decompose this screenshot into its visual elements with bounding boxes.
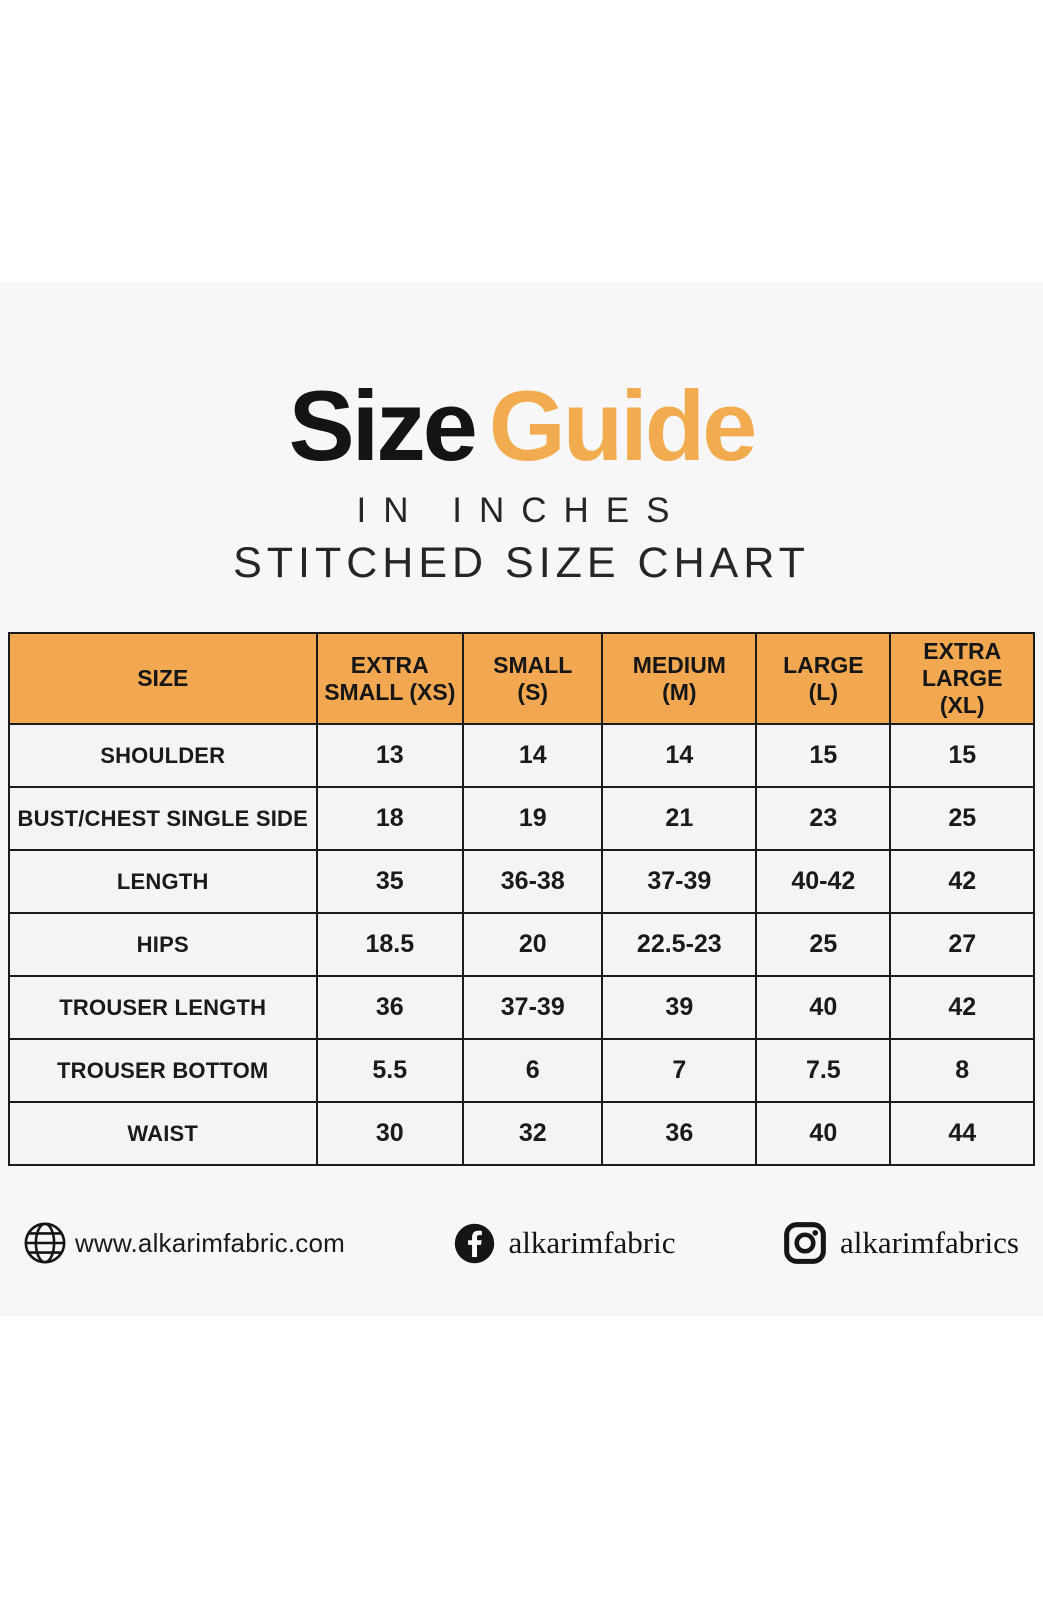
instagram-icon bbox=[783, 1221, 827, 1265]
table-row-bust-chest: BUST/CHEST SINGLE SIDE 18 19 21 23 25 bbox=[8, 786, 1035, 852]
size-value-cell: 14 bbox=[462, 723, 604, 789]
facebook-handle: alkarimfabric bbox=[508, 1225, 676, 1261]
instagram-handle: alkarimfabrics bbox=[839, 1225, 1019, 1261]
size-value-cell: 20 bbox=[462, 912, 604, 978]
globe-icon bbox=[22, 1220, 68, 1266]
column-header-medium: MEDIUM (M) bbox=[601, 631, 758, 726]
size-value-cell: 23 bbox=[755, 786, 892, 852]
column-header-large: LARGE (L) bbox=[755, 631, 892, 726]
table-row-shoulder: SHOULDER 13 14 14 15 15 bbox=[8, 723, 1035, 789]
size-value-cell: 27 bbox=[889, 912, 1035, 978]
instagram-item: alkarimfabrics bbox=[783, 1221, 1019, 1265]
size-value-cell: 32 bbox=[462, 1101, 604, 1167]
table-row-trouser-length: TROUSER LENGTH 36 37-39 39 40 42 bbox=[8, 975, 1035, 1041]
subtitle-stitched-size-chart: STITCHED SIZE CHART bbox=[233, 539, 810, 587]
footer: www.alkarimfabric.com alkarimfabric alka… bbox=[22, 1220, 1019, 1266]
size-value-cell: 18 bbox=[315, 786, 465, 852]
website-item: www.alkarimfabric.com bbox=[22, 1220, 345, 1266]
size-value-cell: 35 bbox=[315, 849, 465, 915]
size-value-cell: 36 bbox=[601, 1101, 758, 1167]
size-value-cell: 25 bbox=[889, 786, 1035, 852]
size-value-cell: 37-39 bbox=[601, 849, 758, 915]
size-value-cell: 30 bbox=[315, 1101, 465, 1167]
size-value-cell: 37-39 bbox=[462, 975, 604, 1041]
size-value-cell: 40 bbox=[755, 975, 892, 1041]
page-title: Size Guide bbox=[0, 376, 1043, 475]
column-header-small: SMALL (S) bbox=[462, 631, 604, 726]
size-value-cell: 36 bbox=[315, 975, 465, 1041]
column-header-size: SIZE bbox=[8, 631, 318, 726]
row-label: TROUSER LENGTH bbox=[8, 975, 318, 1041]
row-label: SHOULDER bbox=[8, 723, 318, 789]
size-chart-table: SIZE EXTRA SMALL (XS) SMALL (S) MEDIUM (… bbox=[8, 631, 1035, 1167]
size-value-cell: 36-38 bbox=[462, 849, 604, 915]
size-value-cell: 39 bbox=[601, 975, 758, 1041]
size-value-cell: 15 bbox=[755, 723, 892, 789]
size-value-cell: 15 bbox=[889, 723, 1035, 789]
size-value-cell: 18.5 bbox=[315, 912, 465, 978]
column-header-extra-large: EXTRA LARGE (XL) bbox=[889, 631, 1035, 726]
size-value-cell: 42 bbox=[889, 975, 1035, 1041]
table-row-waist: WAIST 30 32 36 40 44 bbox=[8, 1101, 1035, 1167]
size-value-cell: 22.5-23 bbox=[601, 912, 758, 978]
title-block: Size Guide IN INCHES STITCHED SIZE CHART bbox=[0, 282, 1043, 588]
size-value-cell: 42 bbox=[889, 849, 1035, 915]
table-row-trouser-bottom: TROUSER BOTTOM 5.5 6 7 7.5 8 bbox=[8, 1038, 1035, 1104]
facebook-item: alkarimfabric bbox=[453, 1222, 676, 1265]
size-value-cell: 7 bbox=[601, 1038, 758, 1104]
size-value-cell: 40-42 bbox=[755, 849, 892, 915]
row-label: HIPS bbox=[8, 912, 318, 978]
size-value-cell: 21 bbox=[601, 786, 758, 852]
table-row-length: LENGTH 35 36-38 37-39 40-42 42 bbox=[8, 849, 1035, 915]
size-value-cell: 5.5 bbox=[315, 1038, 465, 1104]
row-label: WAIST bbox=[8, 1101, 318, 1167]
size-value-cell: 14 bbox=[601, 723, 758, 789]
row-label: TROUSER BOTTOM bbox=[8, 1038, 318, 1104]
size-value-cell: 19 bbox=[462, 786, 604, 852]
size-value-cell: 44 bbox=[889, 1101, 1035, 1167]
size-value-cell: 13 bbox=[315, 723, 465, 789]
website-url: www.alkarimfabric.com bbox=[75, 1227, 346, 1258]
size-value-cell: 40 bbox=[755, 1101, 892, 1167]
row-label: LENGTH bbox=[8, 849, 318, 915]
size-value-cell: 7.5 bbox=[755, 1038, 892, 1104]
size-value-cell: 6 bbox=[462, 1038, 604, 1104]
subtitle-in-inches: IN INCHES bbox=[356, 491, 687, 530]
header-row: SIZE EXTRA SMALL (XS) SMALL (S) MEDIUM (… bbox=[8, 631, 1035, 726]
row-label: BUST/CHEST SINGLE SIDE bbox=[8, 786, 318, 852]
title-word-guide: Guide bbox=[488, 370, 758, 481]
size-value-cell: 8 bbox=[889, 1038, 1035, 1104]
facebook-icon bbox=[453, 1222, 496, 1265]
content-band: Size Guide IN INCHES STITCHED SIZE CHART … bbox=[0, 282, 1043, 1316]
table-row-hips: HIPS 18.5 20 22.5-23 25 27 bbox=[8, 912, 1035, 978]
size-value-cell: 25 bbox=[755, 912, 892, 978]
title-word-size: Size bbox=[288, 370, 478, 481]
column-header-extra-small: EXTRA SMALL (XS) bbox=[315, 631, 465, 726]
